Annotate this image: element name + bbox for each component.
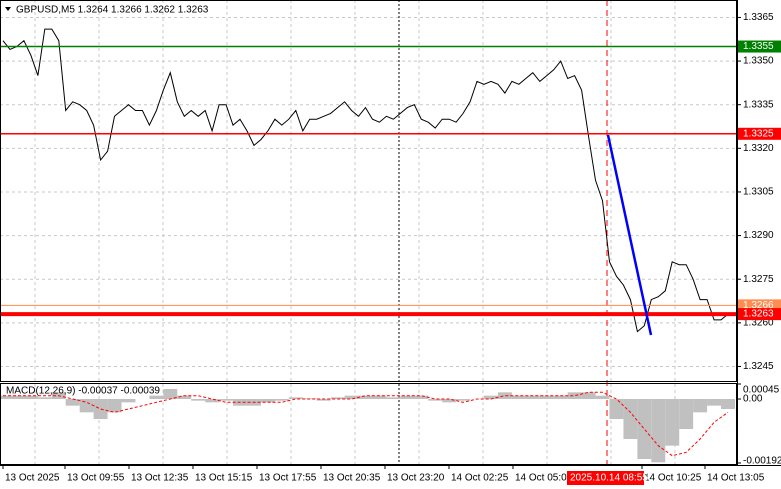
macd-bar (539, 395, 554, 399)
level-label: 1.3266 (743, 300, 774, 311)
macd-bar (0, 395, 10, 399)
x-tick-label: 13 Oct 2025 (5, 473, 60, 484)
macd-signal (3, 391, 729, 457)
macd-bar (65, 399, 80, 406)
macd-bar (316, 399, 331, 401)
x-tick-label: 14 Oct 10:25 (644, 473, 702, 484)
macd-bar (260, 399, 275, 403)
macd-bar (511, 395, 526, 399)
trend-line (606, 134, 653, 336)
macd-tick-label: 0.00 (743, 394, 763, 405)
macd-bar (497, 392, 512, 399)
level-label: 1.3263 (743, 309, 774, 320)
macd-bar (553, 395, 568, 399)
macd-bar (484, 395, 498, 399)
cursor-label-bg (567, 471, 644, 485)
level-label-bg (738, 40, 781, 53)
macd-bar (191, 399, 206, 401)
macd-bar (219, 399, 234, 401)
macd-bar (149, 395, 164, 399)
macd-bar (372, 395, 387, 399)
y-tick-label: 1.3290 (743, 230, 774, 241)
y-tick-label: 1.3350 (743, 56, 774, 67)
macd-bar (205, 399, 220, 403)
macd-title: MACD(12,26,9) -0.00037 -0.00039 (6, 386, 160, 397)
macd-bar (400, 395, 415, 399)
y-tick-label: 1.3365 (743, 12, 774, 23)
price-line (2, 28, 729, 333)
x-tick-label: 14 Oct 05:05 (515, 473, 573, 484)
x-tick-label: 13 Oct 15:15 (195, 473, 253, 484)
x-tick-label: 13 Oct 23:20 (387, 473, 445, 484)
macd-bar (609, 399, 624, 419)
macd-bar (163, 389, 178, 399)
macd-bar (177, 395, 192, 399)
macd-bar (651, 399, 666, 463)
macd-bar (442, 399, 457, 403)
chart-title: GBPUSD,M5 1.3264 1.3266 1.3262 1.3263 (16, 5, 209, 16)
x-tick-label: 13 Oct 12:35 (131, 473, 189, 484)
macd-bar (9, 395, 24, 399)
y-tick-label: 1.3305 (743, 187, 774, 198)
macd-bar (344, 395, 359, 399)
x-tick-label: 14 Oct 02:25 (451, 473, 509, 484)
macd-bar (595, 395, 610, 399)
macd-bar (637, 399, 652, 459)
macd-bar (330, 397, 345, 399)
x-tick-label: 13 Oct 17:55 (259, 473, 317, 484)
macd-bar (721, 399, 735, 409)
macd-tick-label: -0.00192 (743, 456, 781, 467)
macd-bar (93, 399, 108, 419)
macd-bar (581, 392, 596, 399)
x-tick-label: 14 Oct 13:05 (707, 473, 765, 484)
macd-bar (358, 395, 373, 399)
price-axis-bg (737, 0, 781, 465)
macd-bar (707, 399, 722, 406)
menu-arrow[interactable] (5, 7, 11, 11)
x-tick-label: 13 Oct 20:35 (323, 473, 381, 484)
macd-tick-label: 0.00045 (743, 385, 780, 396)
macd-panel-frame (0, 383, 737, 465)
level-label-bg (738, 308, 781, 321)
macd-bar (79, 399, 94, 413)
macd-bar (121, 399, 136, 403)
macd-bar (428, 399, 443, 401)
macd-bar (386, 397, 401, 399)
macd-bar (23, 395, 38, 399)
level-label-bg (738, 127, 781, 140)
macd-bar (107, 399, 122, 413)
x-tick-label: 13 Oct 09:55 (67, 473, 125, 484)
macd-bar (288, 397, 303, 399)
macd-bar (37, 397, 52, 399)
macd-bar (274, 399, 289, 401)
y-tick-label: 1.3335 (743, 99, 774, 110)
macd-bar (693, 399, 708, 413)
macd-bar (623, 399, 638, 439)
y-tick-label: 1.3260 (743, 317, 774, 328)
y-tick-label: 1.3245 (743, 361, 774, 372)
macd-bar (525, 395, 540, 399)
y-tick-label: 1.3275 (743, 274, 774, 285)
level-label: 1.3355 (743, 41, 774, 52)
cursor-label: 2025.10.14 08:55 (570, 473, 648, 484)
macd-bar (414, 395, 429, 399)
level-label: 1.3325 (743, 128, 774, 139)
macd-bar (456, 399, 471, 401)
y-tick-label: 1.3320 (743, 143, 774, 154)
macd-bar (665, 399, 680, 446)
macd-bar (679, 399, 694, 429)
macd-bar (567, 392, 582, 399)
main-panel-frame (0, 0, 737, 382)
